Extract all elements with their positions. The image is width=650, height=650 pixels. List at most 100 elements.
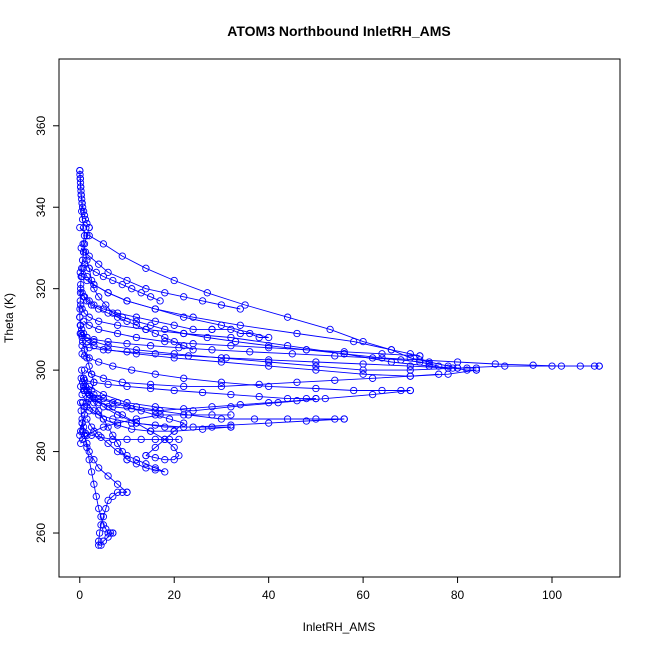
data-point xyxy=(227,342,235,350)
data-point xyxy=(180,313,188,321)
data-point xyxy=(118,378,126,386)
data-point xyxy=(180,293,188,301)
data-point xyxy=(302,394,311,403)
data-point xyxy=(161,423,169,431)
data-point xyxy=(118,411,126,419)
data-point xyxy=(83,431,91,439)
data-point xyxy=(142,325,150,334)
data-point xyxy=(137,289,145,297)
data-point xyxy=(170,337,178,346)
data-point xyxy=(340,350,348,358)
data-point xyxy=(87,370,96,378)
data-point xyxy=(80,366,89,374)
data-point xyxy=(83,219,91,228)
data-point xyxy=(90,394,98,403)
data-point xyxy=(109,415,117,423)
data-point xyxy=(236,305,244,313)
data-point xyxy=(78,305,86,313)
data-point xyxy=(78,203,87,211)
data-point xyxy=(123,488,131,496)
data-point xyxy=(189,407,197,415)
data-point xyxy=(83,354,91,362)
series-line xyxy=(84,263,161,302)
x-tick-label: 40 xyxy=(262,588,276,602)
data-point xyxy=(92,492,100,501)
data-point xyxy=(76,175,84,183)
data-point xyxy=(137,435,145,444)
data-point xyxy=(161,289,169,297)
data-point xyxy=(95,317,103,325)
data-point xyxy=(87,423,96,431)
data-point xyxy=(76,223,84,232)
data-point xyxy=(83,403,91,411)
data-point xyxy=(151,443,159,452)
data-point xyxy=(548,362,556,370)
data-point xyxy=(123,276,131,285)
data-point xyxy=(109,492,117,501)
data-point xyxy=(146,342,155,350)
data-point xyxy=(265,333,273,342)
x-axis: 0 20 40 60 80 100 xyxy=(76,577,562,602)
data-point xyxy=(99,513,108,521)
data-point xyxy=(132,350,141,358)
data-point xyxy=(359,360,367,368)
data-point xyxy=(99,346,108,354)
data-point xyxy=(463,364,471,372)
data-point xyxy=(132,460,141,468)
data-point xyxy=(79,207,88,215)
x-tick-label: 60 xyxy=(356,588,370,602)
data-point xyxy=(99,537,108,545)
data-point xyxy=(463,366,471,374)
data-point xyxy=(78,256,87,264)
data-point xyxy=(175,435,183,444)
data-point xyxy=(95,399,103,407)
series-line xyxy=(86,418,165,473)
data-point xyxy=(123,317,131,325)
data-point xyxy=(109,431,117,439)
data-point xyxy=(128,425,136,433)
data-point xyxy=(102,301,110,309)
series-layer xyxy=(76,166,603,549)
data-point xyxy=(104,380,112,389)
data-point xyxy=(109,403,117,411)
data-point xyxy=(90,378,98,386)
data-point xyxy=(85,321,93,329)
data-point xyxy=(78,419,86,427)
data-point xyxy=(146,293,155,301)
data-point xyxy=(123,435,131,444)
data-point xyxy=(113,411,122,419)
data-point xyxy=(397,386,405,395)
data-series-5 xyxy=(78,350,414,395)
data-point xyxy=(302,417,311,425)
data-point xyxy=(132,456,141,464)
data-point xyxy=(444,362,452,370)
x-axis-label: InletRH_AMS xyxy=(303,620,376,634)
data-point xyxy=(109,399,117,407)
data-point xyxy=(151,454,159,462)
data-point xyxy=(77,191,85,199)
series-line xyxy=(79,317,95,436)
data-point xyxy=(312,362,320,370)
data-point xyxy=(90,280,98,289)
x-tick-label: 100 xyxy=(542,588,562,602)
data-series-6 xyxy=(79,374,414,415)
data-point xyxy=(95,293,103,301)
data-point xyxy=(76,179,85,187)
data-point xyxy=(255,380,263,389)
data-point xyxy=(104,309,112,317)
data-point xyxy=(76,166,84,175)
data-point xyxy=(326,325,334,334)
data-point xyxy=(85,362,93,370)
data-point xyxy=(78,199,86,207)
data-point xyxy=(397,356,405,364)
data-point xyxy=(246,348,254,356)
data-point xyxy=(83,232,91,240)
series-line xyxy=(83,390,316,412)
data-point xyxy=(90,407,98,415)
data-point xyxy=(227,421,235,429)
data-point xyxy=(78,390,86,399)
data-point xyxy=(113,439,122,448)
data-point xyxy=(99,415,108,423)
data-point xyxy=(83,337,91,346)
data-point xyxy=(104,268,112,277)
